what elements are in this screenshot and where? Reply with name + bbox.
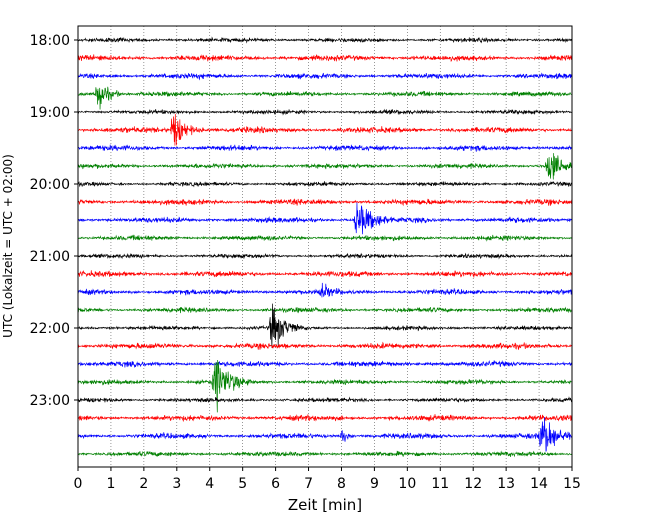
y-axis: 18:00 19:00 20:00 21:00 22:00 23:00 [30, 33, 78, 409]
seismic-trace [77, 341, 573, 351]
seismic-trace [77, 86, 573, 110]
y-axis-label: UTC (Lokalzeit = UTC + 02:00) [1, 154, 15, 338]
seismic-trace [77, 303, 573, 348]
seismic-trace [77, 181, 573, 188]
x-tick-label: 3 [172, 476, 181, 492]
seismic-trace [77, 282, 573, 298]
seismic-trace [77, 202, 573, 235]
x-tick-label: 7 [304, 476, 313, 492]
x-axis: 0 1 2 3 4 5 6 7 8 9 10 11 12 13 14 15 [74, 467, 581, 492]
seismic-trace [77, 269, 573, 278]
seismic-trace [77, 36, 573, 44]
x-axis-label: Zeit [min] [288, 496, 362, 514]
x-tick-label: 14 [530, 476, 548, 492]
seismic-trace [77, 153, 573, 180]
y-tick-label: 18:00 [30, 33, 70, 49]
seismic-trace [77, 414, 573, 422]
trace-group [77, 36, 573, 458]
y-tick-label: 23:00 [30, 393, 70, 409]
y-tick-label: 22:00 [30, 321, 70, 337]
seismic-trace [77, 54, 573, 63]
seismic-trace [77, 144, 573, 152]
x-tick-label: 10 [398, 476, 416, 492]
x-tick-label: 13 [497, 476, 515, 492]
seismic-trace [77, 108, 573, 116]
x-tick-label: 1 [106, 476, 115, 492]
x-tick-label: 8 [337, 476, 346, 492]
seismic-trace [77, 113, 573, 146]
y-tick-label: 19:00 [30, 105, 70, 121]
x-tick-label: 9 [370, 476, 379, 492]
seismic-trace [77, 306, 573, 314]
x-tick-label: 4 [205, 476, 214, 492]
seismic-trace [77, 198, 573, 207]
seismic-trace [77, 360, 573, 413]
x-tick-label: 6 [271, 476, 280, 492]
seismic-trace [77, 450, 572, 458]
x-tick-label: 5 [238, 476, 247, 492]
y-tick-label: 21:00 [30, 249, 70, 265]
x-tick-label: 12 [464, 476, 482, 492]
seismic-trace [77, 359, 573, 368]
y-tick-label: 20:00 [30, 177, 70, 193]
x-tick-label: 11 [431, 476, 449, 492]
seismic-trace [77, 396, 573, 403]
seismic-trace [77, 417, 573, 452]
seismic-trace [77, 234, 573, 242]
plot-background [78, 26, 572, 467]
plot-frame [77, 25, 573, 468]
x-tick-label: 0 [74, 476, 83, 492]
seismic-trace [77, 252, 573, 260]
x-tick-label: 15 [563, 476, 581, 492]
seismic-trace [77, 72, 573, 81]
x-tick-label: 2 [139, 476, 148, 492]
